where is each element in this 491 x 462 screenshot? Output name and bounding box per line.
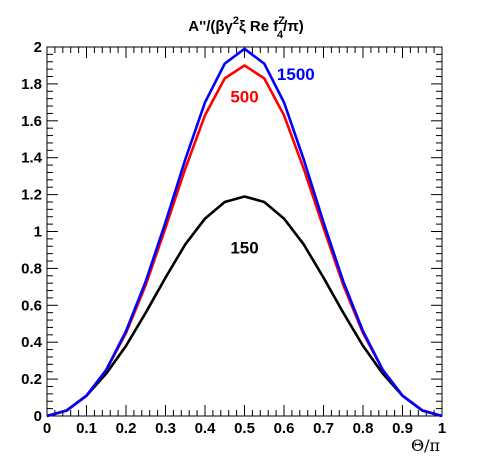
x-tick-label: 0 (43, 420, 51, 437)
title-sup-1: 2 (233, 15, 239, 27)
x-tick-label: 0.5 (234, 420, 255, 437)
chart-title: A''/(βγ2ξ Re fZ 4/π) (188, 15, 303, 41)
axes: 0 0.1 0.2 0.3 0.4 0.5 0.6 0.7 0.8 0.9 1 0 0.2 0.4 0.6 0… (21, 39, 446, 437)
x-tick-label: 0.3 (155, 420, 176, 437)
y-tick-label: 0.8 (21, 260, 42, 277)
x-tick-label: 0.8 (353, 420, 374, 437)
title-sup-2: Z (278, 15, 285, 27)
y-tick-label: 1 (34, 224, 42, 241)
x-tick-label: 0.2 (116, 420, 137, 437)
y-tick-label: 0.6 (21, 297, 42, 314)
y-tick-label: 1.2 (21, 187, 42, 204)
series-layer (46, 47, 443, 418)
y-tick-label: 0.2 (21, 371, 42, 388)
x-tick-label: 1 (438, 420, 446, 437)
x-tick-label: 0.9 (392, 420, 413, 437)
title-prefix: A''/(βγ (188, 18, 233, 35)
series-line-1500 (46, 47, 443, 418)
title-sub: 4 (277, 29, 284, 41)
y-tick-label: 0 (34, 408, 42, 425)
curve-label-1500: 1500 (277, 65, 315, 84)
x-tick-label: 0.1 (76, 420, 97, 437)
x-tick-label: 0.4 (195, 420, 217, 437)
x-tick-label: 0.7 (313, 420, 334, 437)
x-axis-title: Θ/π (411, 436, 440, 455)
series-line-150 (46, 195, 443, 418)
x-tick-label: 0.6 (274, 420, 295, 437)
title-suffix: /π) (283, 18, 304, 35)
y-tick-label: 1.6 (21, 113, 42, 130)
title-mid: ξ Re f (239, 18, 279, 35)
y-tick-label: 1.4 (21, 150, 43, 167)
curve-label-500: 500 (230, 87, 258, 106)
y-tick-label: 1.8 (21, 76, 42, 93)
curve-labels: 1500 500 150 (230, 65, 314, 257)
curve-label-150: 150 (230, 239, 258, 258)
y-tick-label: 0.4 (21, 334, 43, 351)
y-tick-label: 2 (34, 39, 42, 56)
